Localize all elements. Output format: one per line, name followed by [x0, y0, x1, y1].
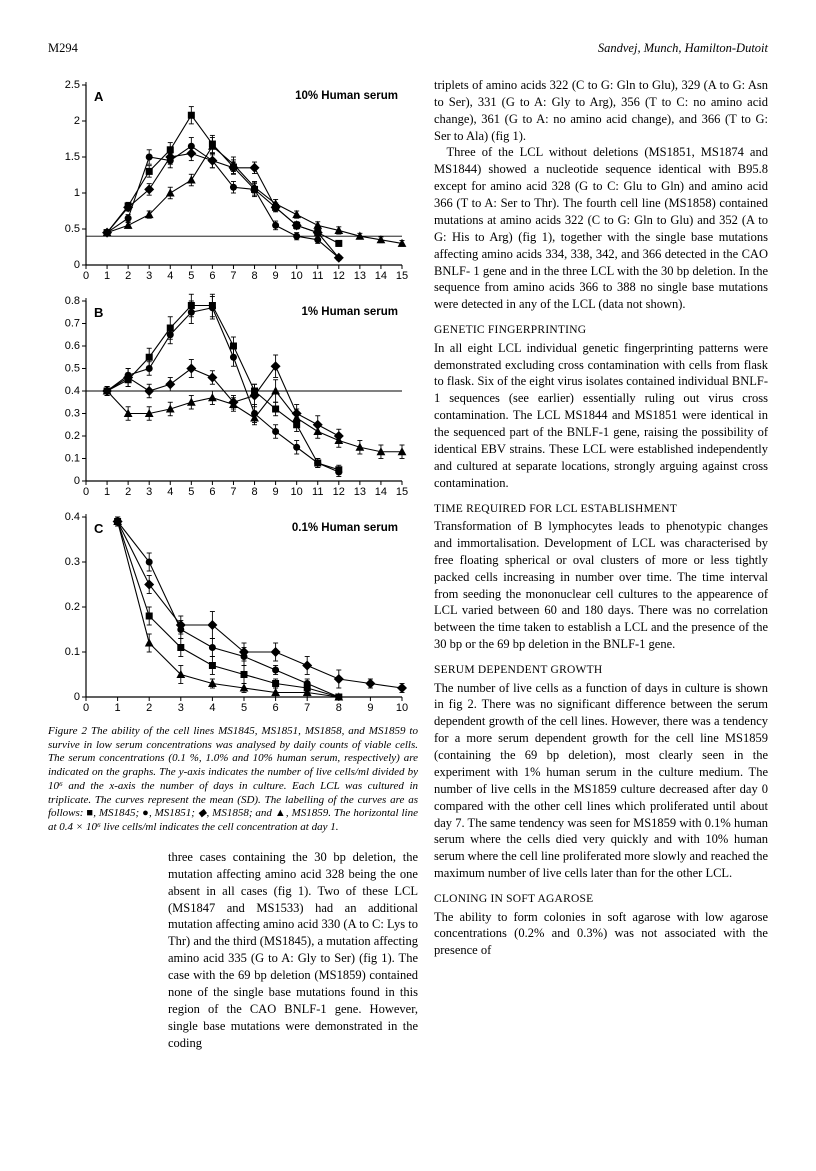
svg-text:9: 9: [273, 486, 279, 498]
page-number: M294: [48, 40, 78, 57]
svg-text:10: 10: [396, 702, 408, 714]
svg-text:B: B: [94, 305, 103, 320]
svg-text:10: 10: [291, 270, 303, 282]
section-heading: SERUM DEPENDENT GROWTH: [434, 663, 768, 679]
page-header: M294 Sandvej, Munch, Hamilton-Dutoit: [48, 40, 768, 57]
left-column: 00.511.522.50123456789101112131415A10% H…: [48, 77, 418, 1052]
chart-panel-a: 00.511.522.50123456789101112131415A10% H…: [48, 77, 418, 287]
section-heading: TIME REQUIRED FOR LCL ESTABLISHMENT: [434, 502, 768, 518]
svg-text:2.5: 2.5: [65, 79, 80, 91]
svg-text:5: 5: [188, 270, 194, 282]
section-heading: GENETIC FINGERPRINTING: [434, 323, 768, 339]
svg-text:0: 0: [74, 691, 80, 703]
svg-text:6: 6: [209, 486, 215, 498]
svg-text:6: 6: [273, 702, 279, 714]
section-heading: CLONING IN SOFT AGAROSE: [434, 892, 768, 908]
body-paragraph: triplets of amino acids 322 (C to G: Gln…: [434, 77, 768, 145]
svg-text:3: 3: [146, 270, 152, 282]
svg-text:0: 0: [83, 702, 89, 714]
svg-text:1% Human serum: 1% Human serum: [301, 306, 398, 318]
figure-2-charts: 00.511.522.50123456789101112131415A10% H…: [48, 77, 418, 719]
chart-panel-c: 0 0.1 0.2 0.3 0.4 0 1 2 3 4 5 6 7 8 9 10 C 0.1% Human ser…: [48, 509, 418, 719]
svg-text:2: 2: [125, 486, 131, 498]
svg-text:7: 7: [230, 270, 236, 282]
svg-text:0.1% Human serum: 0.1% Human serum: [292, 522, 398, 534]
svg-text:11: 11: [312, 270, 323, 282]
svg-text:3: 3: [146, 486, 152, 498]
svg-text:6: 6: [209, 270, 215, 282]
body-paragraph: The number of live cells as a function o…: [434, 680, 768, 883]
svg-text:8: 8: [336, 702, 342, 714]
svg-text:0.4: 0.4: [65, 385, 80, 397]
body-paragraph: Transformation of B lymphocytes leads to…: [434, 518, 768, 653]
svg-text:10% Human serum: 10% Human serum: [295, 90, 398, 102]
svg-text:C: C: [94, 521, 104, 536]
svg-text:1: 1: [115, 702, 121, 714]
svg-text:13: 13: [354, 270, 366, 282]
svg-text:8: 8: [251, 270, 257, 282]
svg-text:0: 0: [74, 475, 80, 487]
svg-text:15: 15: [396, 486, 408, 498]
svg-text:5: 5: [188, 486, 194, 498]
svg-text:11: 11: [312, 486, 323, 498]
right-column: triplets of amino acids 322 (C to G: Gln…: [434, 77, 768, 1052]
svg-text:0.3: 0.3: [65, 556, 80, 568]
svg-text:0.4: 0.4: [65, 511, 80, 523]
svg-text:0.5: 0.5: [65, 362, 80, 374]
body-paragraph: three cases containing the 30 bp deletio…: [168, 849, 418, 1052]
svg-text:12: 12: [333, 270, 345, 282]
authors: Sandvej, Munch, Hamilton-Dutoit: [598, 40, 768, 57]
svg-text:2: 2: [74, 115, 80, 127]
body-paragraph: Three of the LCL without deletions (MS18…: [434, 144, 768, 313]
svg-text:0.6: 0.6: [65, 340, 80, 352]
svg-text:10: 10: [291, 486, 303, 498]
svg-text:3: 3: [178, 702, 184, 714]
svg-text:5: 5: [241, 702, 247, 714]
svg-text:2: 2: [146, 702, 152, 714]
left-body-text: three cases containing the 30 bp deletio…: [168, 849, 418, 1052]
chart-panel-b: 00.10.20.30.40.50.60.70.8012345678910111…: [48, 293, 418, 503]
svg-text:0.3: 0.3: [65, 407, 80, 419]
columns: 00.511.522.50123456789101112131415A10% H…: [48, 77, 768, 1052]
svg-text:9: 9: [367, 702, 373, 714]
svg-text:0.1: 0.1: [65, 646, 80, 658]
svg-text:7: 7: [230, 486, 236, 498]
svg-text:0.2: 0.2: [65, 430, 80, 442]
svg-text:4: 4: [209, 702, 215, 714]
svg-text:2: 2: [125, 270, 131, 282]
svg-text:0.5: 0.5: [65, 223, 80, 235]
figure-2-caption: Figure 2 The ability of the cell lines M…: [48, 725, 418, 835]
svg-text:15: 15: [396, 270, 408, 282]
svg-text:4: 4: [167, 270, 173, 282]
svg-text:1: 1: [104, 270, 110, 282]
svg-text:0.2: 0.2: [65, 601, 80, 613]
svg-text:0: 0: [83, 486, 89, 498]
svg-text:1.5: 1.5: [65, 151, 80, 163]
svg-text:1: 1: [104, 486, 110, 498]
svg-text:12: 12: [333, 486, 345, 498]
svg-text:1: 1: [74, 187, 80, 199]
svg-text:0.1: 0.1: [65, 452, 80, 464]
svg-text:7: 7: [304, 702, 310, 714]
svg-text:0.8: 0.8: [65, 295, 80, 307]
svg-text:0: 0: [74, 259, 80, 271]
body-paragraph: The ability to form colonies in soft aga…: [434, 909, 768, 960]
body-paragraph: In all eight LCL individual genetic fing…: [434, 340, 768, 492]
svg-text:9: 9: [273, 270, 279, 282]
svg-text:14: 14: [375, 270, 387, 282]
svg-text:8: 8: [251, 486, 257, 498]
svg-text:4: 4: [167, 486, 173, 498]
svg-text:13: 13: [354, 486, 366, 498]
svg-text:14: 14: [375, 486, 387, 498]
svg-text:0.7: 0.7: [65, 317, 80, 329]
svg-text:0: 0: [83, 270, 89, 282]
svg-text:A: A: [94, 89, 104, 104]
